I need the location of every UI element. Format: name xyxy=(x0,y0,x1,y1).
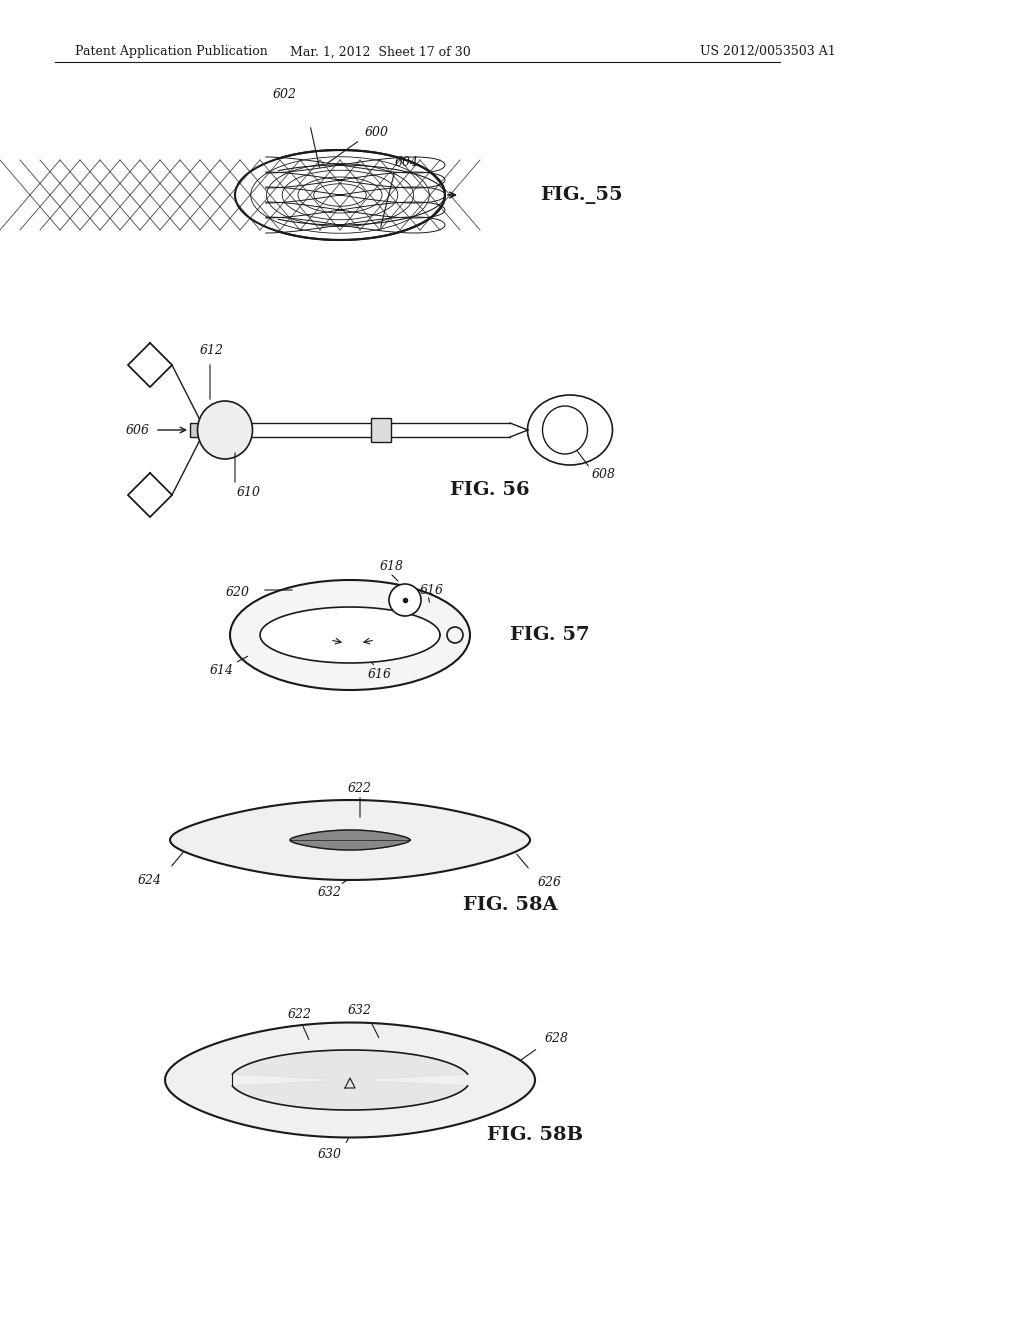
Text: Mar. 1, 2012  Sheet 17 of 30: Mar. 1, 2012 Sheet 17 of 30 xyxy=(290,45,470,58)
Text: US 2012/0053503 A1: US 2012/0053503 A1 xyxy=(700,45,836,58)
Polygon shape xyxy=(128,343,172,387)
Text: 632: 632 xyxy=(348,1003,372,1016)
Text: 620: 620 xyxy=(226,586,250,599)
Text: FIG. 56: FIG. 56 xyxy=(450,480,529,499)
Text: FIG._55: FIG._55 xyxy=(540,186,623,205)
Polygon shape xyxy=(260,607,440,663)
Polygon shape xyxy=(128,473,172,517)
Text: 604: 604 xyxy=(395,157,419,169)
Text: 624: 624 xyxy=(138,874,162,887)
Ellipse shape xyxy=(198,401,253,459)
Text: 610: 610 xyxy=(237,486,261,499)
FancyBboxPatch shape xyxy=(371,418,391,442)
Text: FIG. 58A: FIG. 58A xyxy=(463,896,557,913)
Text: 602: 602 xyxy=(273,88,297,102)
Text: 600: 600 xyxy=(365,127,389,140)
Text: 626: 626 xyxy=(538,875,562,888)
Text: 628: 628 xyxy=(545,1031,569,1044)
Polygon shape xyxy=(290,830,410,850)
Polygon shape xyxy=(165,1023,535,1138)
Polygon shape xyxy=(232,1049,468,1110)
Text: Patent Application Publication: Patent Application Publication xyxy=(75,45,267,58)
Text: 622: 622 xyxy=(348,781,372,795)
Text: FIG. 57: FIG. 57 xyxy=(510,626,590,644)
Text: 616: 616 xyxy=(420,583,444,597)
FancyBboxPatch shape xyxy=(190,422,204,437)
Text: 618: 618 xyxy=(380,561,404,573)
Text: 614: 614 xyxy=(210,664,234,676)
Text: 606: 606 xyxy=(126,424,150,437)
Text: FIG. 58B: FIG. 58B xyxy=(487,1126,583,1144)
Text: 622: 622 xyxy=(288,1008,312,1022)
Ellipse shape xyxy=(527,395,612,465)
Ellipse shape xyxy=(230,579,470,690)
Text: 630: 630 xyxy=(318,1148,342,1162)
Polygon shape xyxy=(170,800,530,880)
Text: 616: 616 xyxy=(368,668,392,681)
Circle shape xyxy=(389,583,421,616)
Text: 612: 612 xyxy=(200,343,224,356)
Text: 632: 632 xyxy=(318,886,342,899)
Text: 608: 608 xyxy=(592,469,616,482)
